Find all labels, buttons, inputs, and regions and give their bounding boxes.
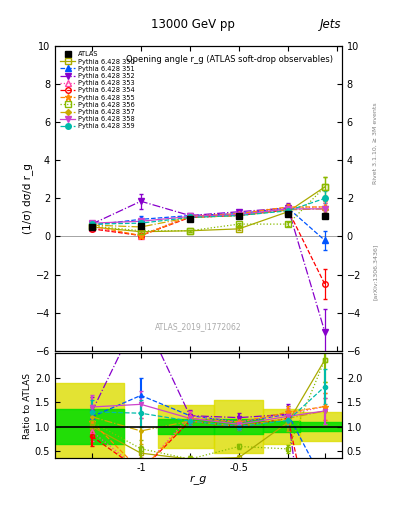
- Y-axis label: (1/σ) dσ/d r_g: (1/σ) dσ/d r_g: [22, 163, 33, 234]
- Text: [arXiv:1306.3436]: [arXiv:1306.3436]: [373, 243, 378, 300]
- Text: 13000 GeV pp: 13000 GeV pp: [151, 18, 235, 31]
- Text: Jets: Jets: [320, 18, 342, 31]
- Legend: ATLAS, Pythia 6.428 350, Pythia 6.428 351, Pythia 6.428 352, Pythia 6.428 353, P: ATLAS, Pythia 6.428 350, Pythia 6.428 35…: [58, 50, 136, 132]
- Text: ATLAS_2019_I1772062: ATLAS_2019_I1772062: [155, 322, 242, 331]
- Text: Opening angle r_g (ATLAS soft-drop observables): Opening angle r_g (ATLAS soft-drop obser…: [126, 55, 333, 64]
- X-axis label: r_g: r_g: [190, 475, 207, 484]
- Y-axis label: Ratio to ATLAS: Ratio to ATLAS: [23, 373, 32, 439]
- Text: Rivet 3.1.10, ≥ 3M events: Rivet 3.1.10, ≥ 3M events: [373, 102, 378, 184]
